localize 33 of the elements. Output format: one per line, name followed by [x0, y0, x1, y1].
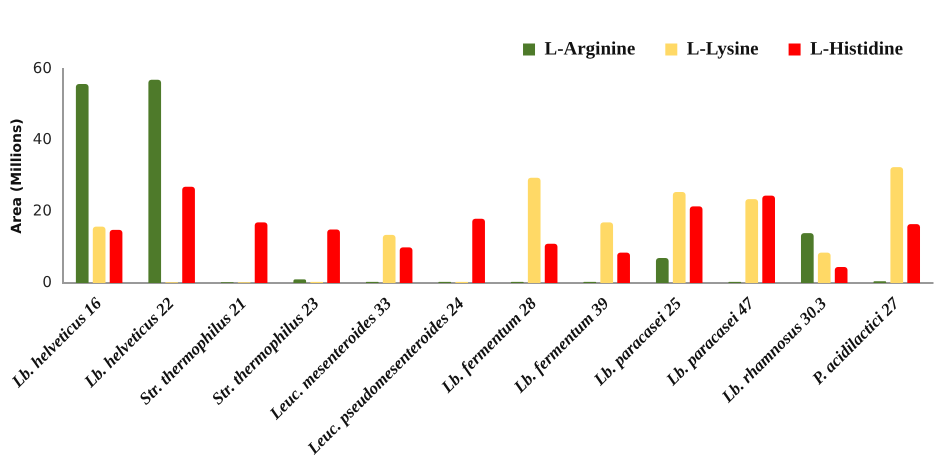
bar	[327, 230, 340, 283]
y-axis-title: Area (Millions)	[9, 118, 26, 234]
bar	[745, 199, 758, 283]
bar	[672, 192, 686, 283]
bar	[818, 252, 831, 283]
y-tick-label: 60	[32, 58, 52, 77]
bar	[690, 206, 702, 283]
bar	[800, 233, 814, 283]
bar	[600, 222, 614, 283]
bar	[617, 252, 630, 283]
y-tick-label: 20	[32, 202, 52, 220]
bar	[293, 279, 306, 283]
y-tick-label: 0	[42, 272, 52, 291]
legend-label: L-Arginine	[544, 38, 636, 60]
y-tick-label: 40	[32, 130, 52, 148]
legend-label: L-Histidine	[810, 38, 904, 60]
bar	[907, 224, 920, 283]
bar	[890, 167, 904, 283]
legend-label: L-Lysine	[686, 38, 759, 60]
bar	[528, 178, 541, 283]
bar	[76, 84, 89, 283]
bar	[382, 234, 396, 283]
bar	[762, 196, 775, 283]
bar	[254, 222, 268, 283]
bar	[400, 247, 412, 283]
bar	[472, 218, 485, 283]
bar	[656, 258, 669, 283]
bar	[148, 80, 162, 283]
bar	[834, 266, 848, 283]
bar	[182, 186, 195, 283]
bar	[110, 230, 122, 283]
bar	[92, 226, 106, 283]
bar	[544, 244, 558, 283]
